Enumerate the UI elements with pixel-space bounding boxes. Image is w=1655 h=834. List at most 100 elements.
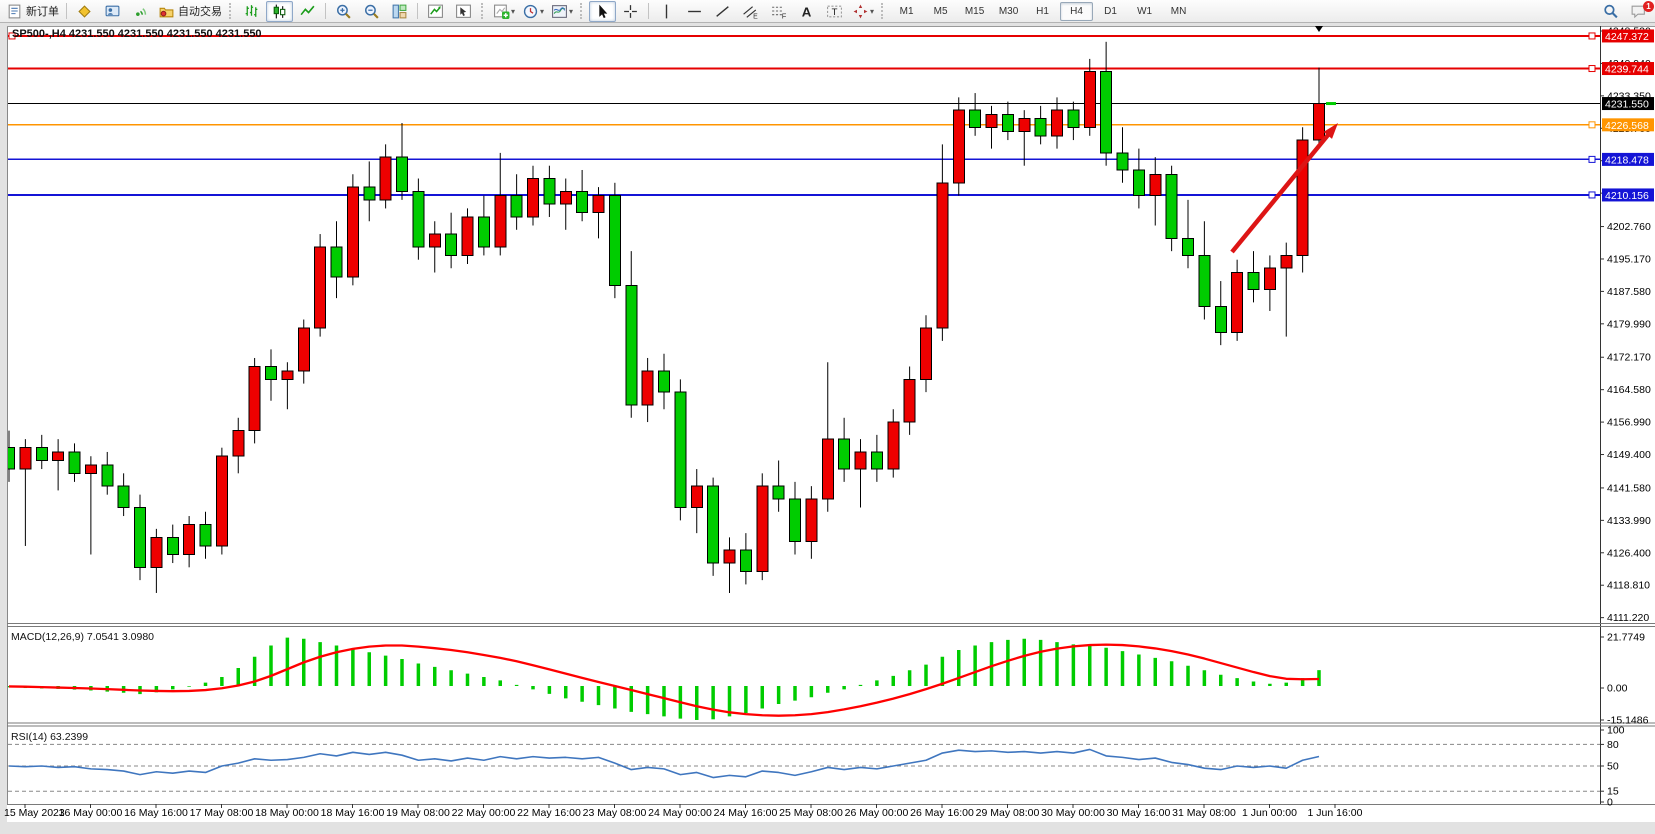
svg-text:19 May 08:00: 19 May 08:00 xyxy=(386,807,450,819)
svg-text:17 May 08:00: 17 May 08:00 xyxy=(190,807,254,819)
svg-text:4111.220: 4111.220 xyxy=(1607,612,1649,624)
svg-text:4164.580: 4164.580 xyxy=(1607,384,1651,396)
fibonacci-button[interactable]: F xyxy=(765,1,792,22)
timeframe-h4-button[interactable]: H4 xyxy=(1060,1,1094,21)
svg-text:16 May 16:00: 16 May 16:00 xyxy=(124,807,188,819)
toolbar-separator xyxy=(481,3,486,19)
timeframe-m1-button[interactable]: M1 xyxy=(899,5,914,17)
tile-windows-icon xyxy=(392,4,407,18)
svg-text:4231.550: 4231.550 xyxy=(1605,99,1649,111)
svg-text:-15.1486: -15.1486 xyxy=(1607,715,1649,727)
zoom-out-button[interactable] xyxy=(358,1,385,22)
market-watch-button[interactable] xyxy=(71,1,98,22)
rsi-pane xyxy=(8,743,1600,792)
annotation-arrow[interactable] xyxy=(1230,123,1338,254)
templates-button[interactable]: ▾ xyxy=(548,1,576,22)
search-button[interactable] xyxy=(1597,1,1624,22)
timeframe-mn-button[interactable]: MN xyxy=(1170,5,1187,17)
current-price-tick xyxy=(1326,102,1336,106)
svg-text:4156.990: 4156.990 xyxy=(1607,417,1651,429)
svg-text:31 May 08:00: 31 May 08:00 xyxy=(1172,807,1236,819)
price-chart[interactable]: 4248.5304240.9404233.3504225.7604218.170… xyxy=(0,23,1655,829)
toolbar-separator xyxy=(229,3,234,19)
search-icon xyxy=(1604,4,1618,18)
candles-chart-button[interactable] xyxy=(266,0,293,22)
svg-text:4133.990: 4133.990 xyxy=(1607,515,1651,527)
data-window-icon xyxy=(105,5,120,16)
autotrading-icon xyxy=(159,7,174,17)
periods-icon xyxy=(523,4,538,18)
notifications-button[interactable]: 1 xyxy=(1625,0,1654,22)
arrows-button[interactable]: ▾ xyxy=(849,1,877,22)
main-toolbar: 新订单 自动交易 ▾ ▾ ▾ E F A T ▾ M1 M5 M15 M30 H1 H4 D1 W1 MN 1 xyxy=(0,0,1655,23)
toolbar-separator xyxy=(66,3,67,19)
rsi-label: RSI(14) 63.2399 xyxy=(11,731,88,743)
level-lines[interactable]: 4247.372 4239.744 4231.550 4226.568 4218.478… xyxy=(8,29,1654,202)
tile-windows-button[interactable] xyxy=(386,1,413,22)
bars-chart-icon xyxy=(245,4,258,17)
dropdown-caret-icon: ▾ xyxy=(511,6,516,16)
navigator-button[interactable] xyxy=(127,1,154,22)
indicators-list-icon xyxy=(428,4,443,18)
svg-text:4226.568: 4226.568 xyxy=(1605,120,1649,132)
svg-text:4202.760: 4202.760 xyxy=(1607,221,1651,233)
objects-list-icon xyxy=(456,4,471,18)
new-chart-button[interactable]: ▾ xyxy=(490,1,518,22)
trendline-button[interactable] xyxy=(709,1,736,22)
dropdown-caret-icon: ▾ xyxy=(870,6,875,16)
timeframe-m15-button[interactable]: M15 xyxy=(964,5,985,17)
svg-text:21.7749: 21.7749 xyxy=(1607,632,1645,644)
toolbar-separator xyxy=(580,3,585,19)
vertical-line-button[interactable] xyxy=(653,1,680,22)
chart-title: SP500-,H4 4231.550 4231.550 4231.550 423… xyxy=(12,28,262,40)
new-order-button[interactable]: 新订单 xyxy=(3,1,62,22)
text-label-button[interactable]: T xyxy=(821,1,848,22)
timeframe-m5-button[interactable]: M5 xyxy=(933,5,948,17)
svg-text:4239.744: 4239.744 xyxy=(1605,64,1649,76)
text-button[interactable]: A xyxy=(793,1,820,22)
zoom-in-button[interactable] xyxy=(330,1,357,22)
timeframe-h1-button[interactable]: H1 xyxy=(1036,5,1049,17)
line-chart-button[interactable] xyxy=(294,1,321,22)
horizontal-line-icon xyxy=(688,10,701,12)
objects-list-button[interactable] xyxy=(450,1,477,22)
bars-chart-button[interactable] xyxy=(238,1,265,22)
timeframe-d1-button[interactable]: D1 xyxy=(1104,5,1117,17)
svg-text:30 May 00:00: 30 May 00:00 xyxy=(1041,807,1105,819)
crosshair-button[interactable] xyxy=(617,1,644,22)
svg-text:23 May 08:00: 23 May 08:00 xyxy=(583,807,647,819)
channel-button[interactable]: E xyxy=(737,1,764,22)
timeframe-w1-button[interactable]: W1 xyxy=(1137,5,1153,17)
templates-icon xyxy=(552,4,567,18)
chart-window: 4248.5304240.9404233.3504225.7604218.170… xyxy=(0,23,1655,829)
fibonacci-icon: F xyxy=(772,6,787,20)
crosshair-icon xyxy=(624,4,637,18)
svg-text:F: F xyxy=(782,11,787,20)
svg-text:16 May 00:00: 16 May 00:00 xyxy=(59,807,123,819)
new-order-button-label: 新订单 xyxy=(26,6,59,18)
candles-group xyxy=(8,41,1325,593)
svg-text:4187.580: 4187.580 xyxy=(1607,286,1651,298)
periods-button[interactable]: ▾ xyxy=(519,1,547,22)
autotrading-button-label: 自动交易 xyxy=(178,6,222,18)
svg-text:A: A xyxy=(802,4,812,19)
svg-text:100: 100 xyxy=(1607,725,1625,737)
horizontal-line-button[interactable] xyxy=(681,1,708,22)
svg-text:30 May 16:00: 30 May 16:00 xyxy=(1107,807,1171,819)
svg-text:22 May 16:00: 22 May 16:00 xyxy=(517,807,581,819)
timeframe-m30-button[interactable]: M30 xyxy=(998,5,1019,17)
cursor-button[interactable] xyxy=(589,0,617,22)
macd-label: MACD(12,26,9) 7.0541 3.0980 xyxy=(11,631,154,643)
text-icon: A xyxy=(802,4,812,19)
line-chart-icon xyxy=(300,5,315,15)
svg-text:4141.580: 4141.580 xyxy=(1607,482,1651,494)
autotrading-button[interactable]: 自动交易 xyxy=(155,1,225,22)
navigator-icon xyxy=(136,7,147,16)
svg-text:4210.156: 4210.156 xyxy=(1605,190,1649,202)
candles-chart-icon xyxy=(273,4,286,18)
data-window-button[interactable] xyxy=(99,1,126,22)
svg-text:4172.170: 4172.170 xyxy=(1607,352,1651,364)
cursor-icon xyxy=(599,4,608,18)
indicators-list-button[interactable] xyxy=(422,1,449,22)
